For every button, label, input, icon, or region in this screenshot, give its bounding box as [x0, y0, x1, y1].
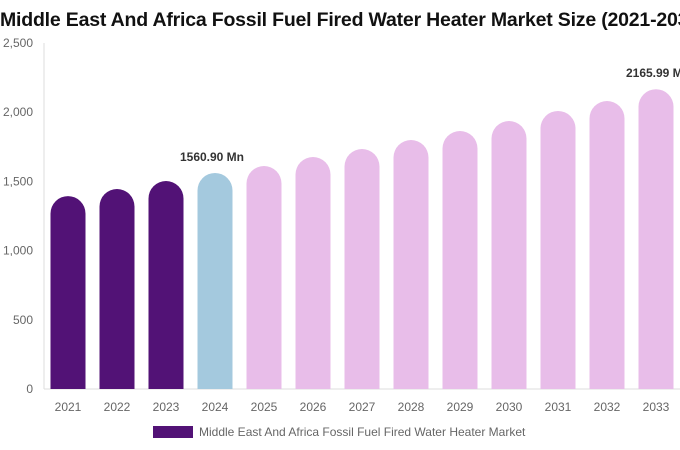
x-tick-label: 2027: [349, 400, 376, 414]
y-tick-label: 2,000: [3, 105, 33, 119]
y-tick-label: 2,500: [3, 36, 33, 50]
y-tick-label: 1,000: [3, 244, 33, 258]
bar-2027: [344, 149, 380, 389]
x-tick-label: 2028: [398, 400, 425, 414]
bar-2023: [148, 180, 184, 389]
x-tick-label: 2021: [55, 400, 82, 414]
bar-2022: [99, 189, 135, 389]
x-tick-label: 2031: [545, 400, 572, 414]
data-label: 2165.99 Mn: [626, 66, 680, 80]
bar-2026: [295, 157, 331, 389]
x-tick-label: 2023: [153, 400, 180, 414]
bar-2033: [638, 89, 674, 389]
x-tick-label: 2024: [202, 400, 229, 414]
bar-2031: [540, 110, 576, 389]
bar-2021: [50, 196, 86, 389]
chart-title: Middle East And Africa Fossil Fuel Fired…: [0, 9, 680, 31]
legend-swatch: [153, 426, 193, 438]
bar-2028: [393, 140, 429, 389]
y-tick-label: 1,500: [3, 174, 33, 188]
x-tick-label: 2022: [104, 400, 131, 414]
legend: Middle East And Africa Fossil Fuel Fired…: [153, 425, 525, 439]
x-tick-label: 2025: [251, 400, 278, 414]
x-tick-label: 2026: [300, 400, 327, 414]
bar-2032: [589, 100, 625, 390]
legend-label: Middle East And Africa Fossil Fuel Fired…: [199, 425, 526, 439]
x-tick-label: 2029: [447, 400, 474, 414]
x-tick-label: 2032: [594, 400, 621, 414]
bar-2024: [197, 172, 233, 389]
bar-2025: [246, 166, 282, 389]
x-tick-label: 2030: [496, 400, 523, 414]
bar-2030: [491, 121, 527, 389]
bar-2029: [442, 131, 478, 390]
y-tick-label: 0: [26, 382, 33, 396]
y-tick-label: 500: [13, 313, 33, 327]
x-tick-label: 2033: [643, 400, 670, 414]
data-label: 1560.90 Mn: [180, 150, 244, 164]
